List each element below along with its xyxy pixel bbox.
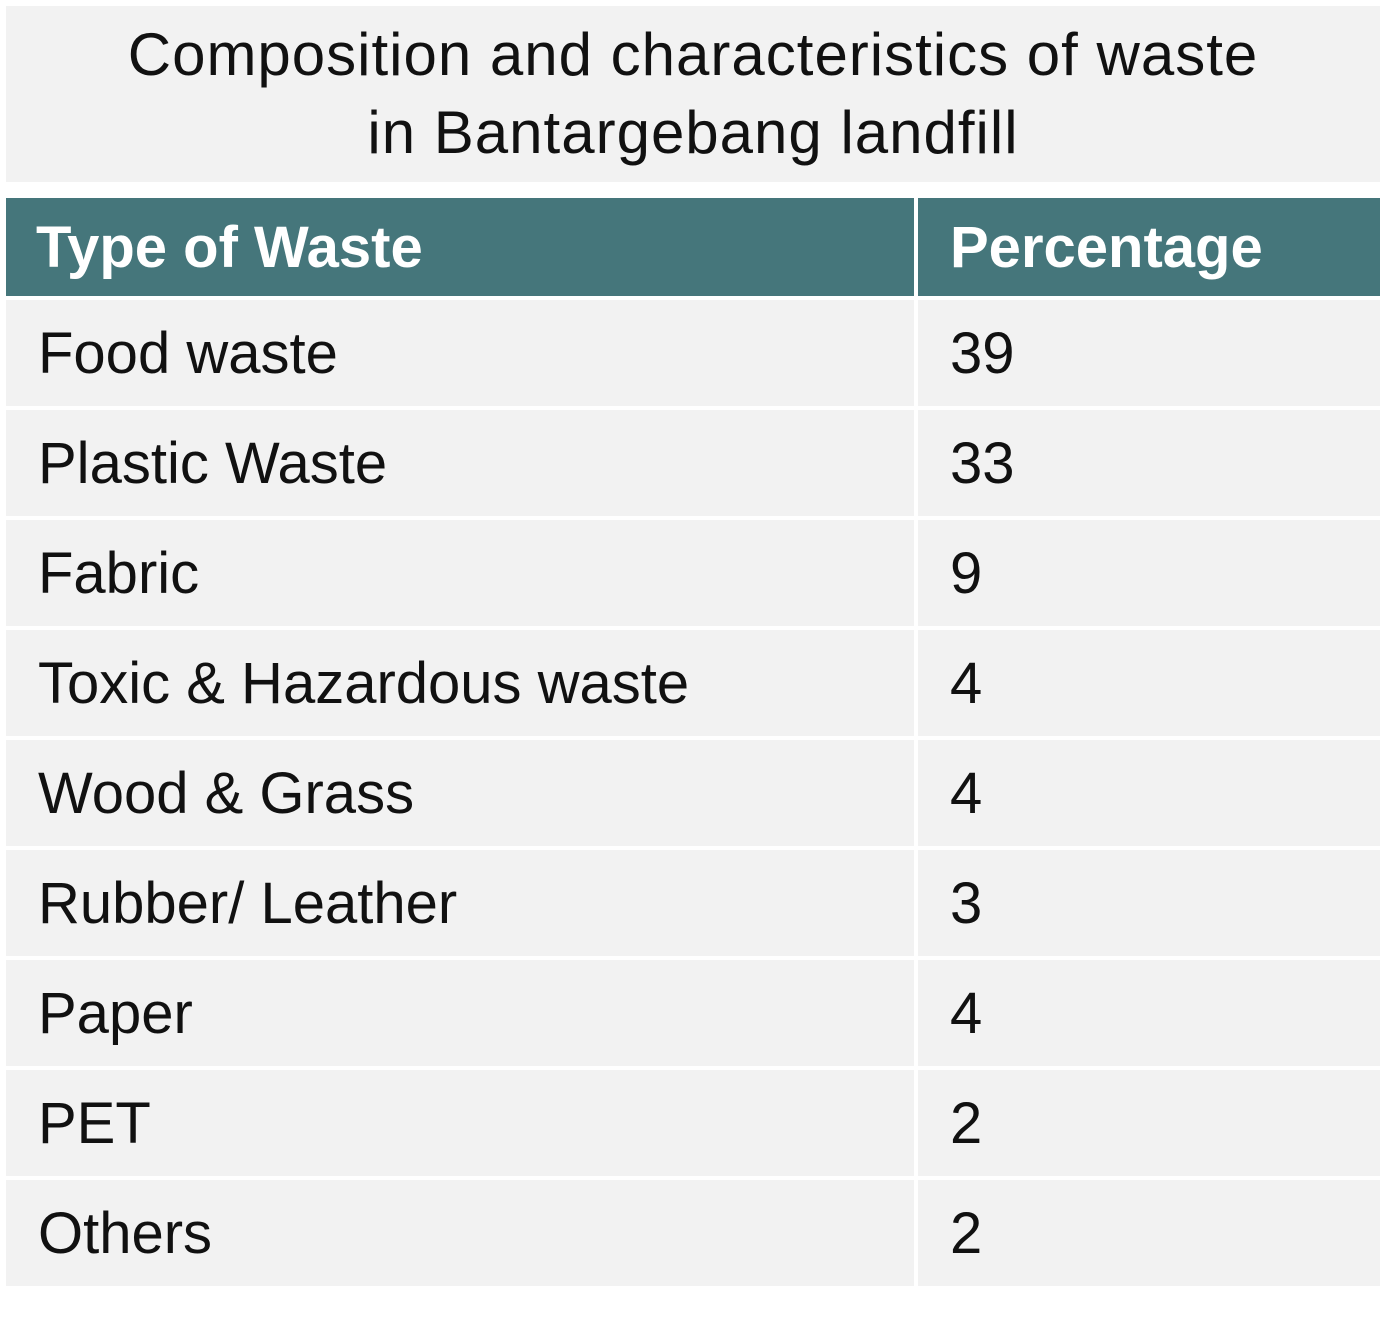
waste-table: Type of Waste Percentage Food waste 39 P… <box>6 198 1380 1290</box>
table-cell-percentage: 4 <box>918 960 1380 1066</box>
table-cell-percentage: 33 <box>918 410 1380 516</box>
table-cell-type: Paper <box>6 960 914 1066</box>
table-cell-percentage: 4 <box>918 740 1380 846</box>
column-header-type: Type of Waste <box>6 198 914 296</box>
table-cell-type: Food waste <box>6 300 914 406</box>
table-cell-percentage: 2 <box>918 1070 1380 1176</box>
table-cell-percentage: 2 <box>918 1180 1380 1286</box>
table-cell-percentage: 3 <box>918 850 1380 956</box>
table-title: Composition and characteristics of waste… <box>127 21 1259 166</box>
column-header-percentage: Percentage <box>918 198 1380 296</box>
table-cell-percentage: 4 <box>918 630 1380 736</box>
table-cell-percentage: 39 <box>918 300 1380 406</box>
table-cell-type: Wood & Grass <box>6 740 914 846</box>
table-cell-type: Plastic Waste <box>6 410 914 516</box>
table-cell-type: Fabric <box>6 520 914 626</box>
table-cell-percentage: 9 <box>918 520 1380 626</box>
table-cell-type: Rubber/ Leather <box>6 850 914 956</box>
table-cell-type: PET <box>6 1070 914 1176</box>
table-cell-type: Others <box>6 1180 914 1286</box>
table-cell-type: Toxic & Hazardous waste <box>6 630 914 736</box>
table-title-block: Composition and characteristics of waste… <box>6 6 1380 182</box>
